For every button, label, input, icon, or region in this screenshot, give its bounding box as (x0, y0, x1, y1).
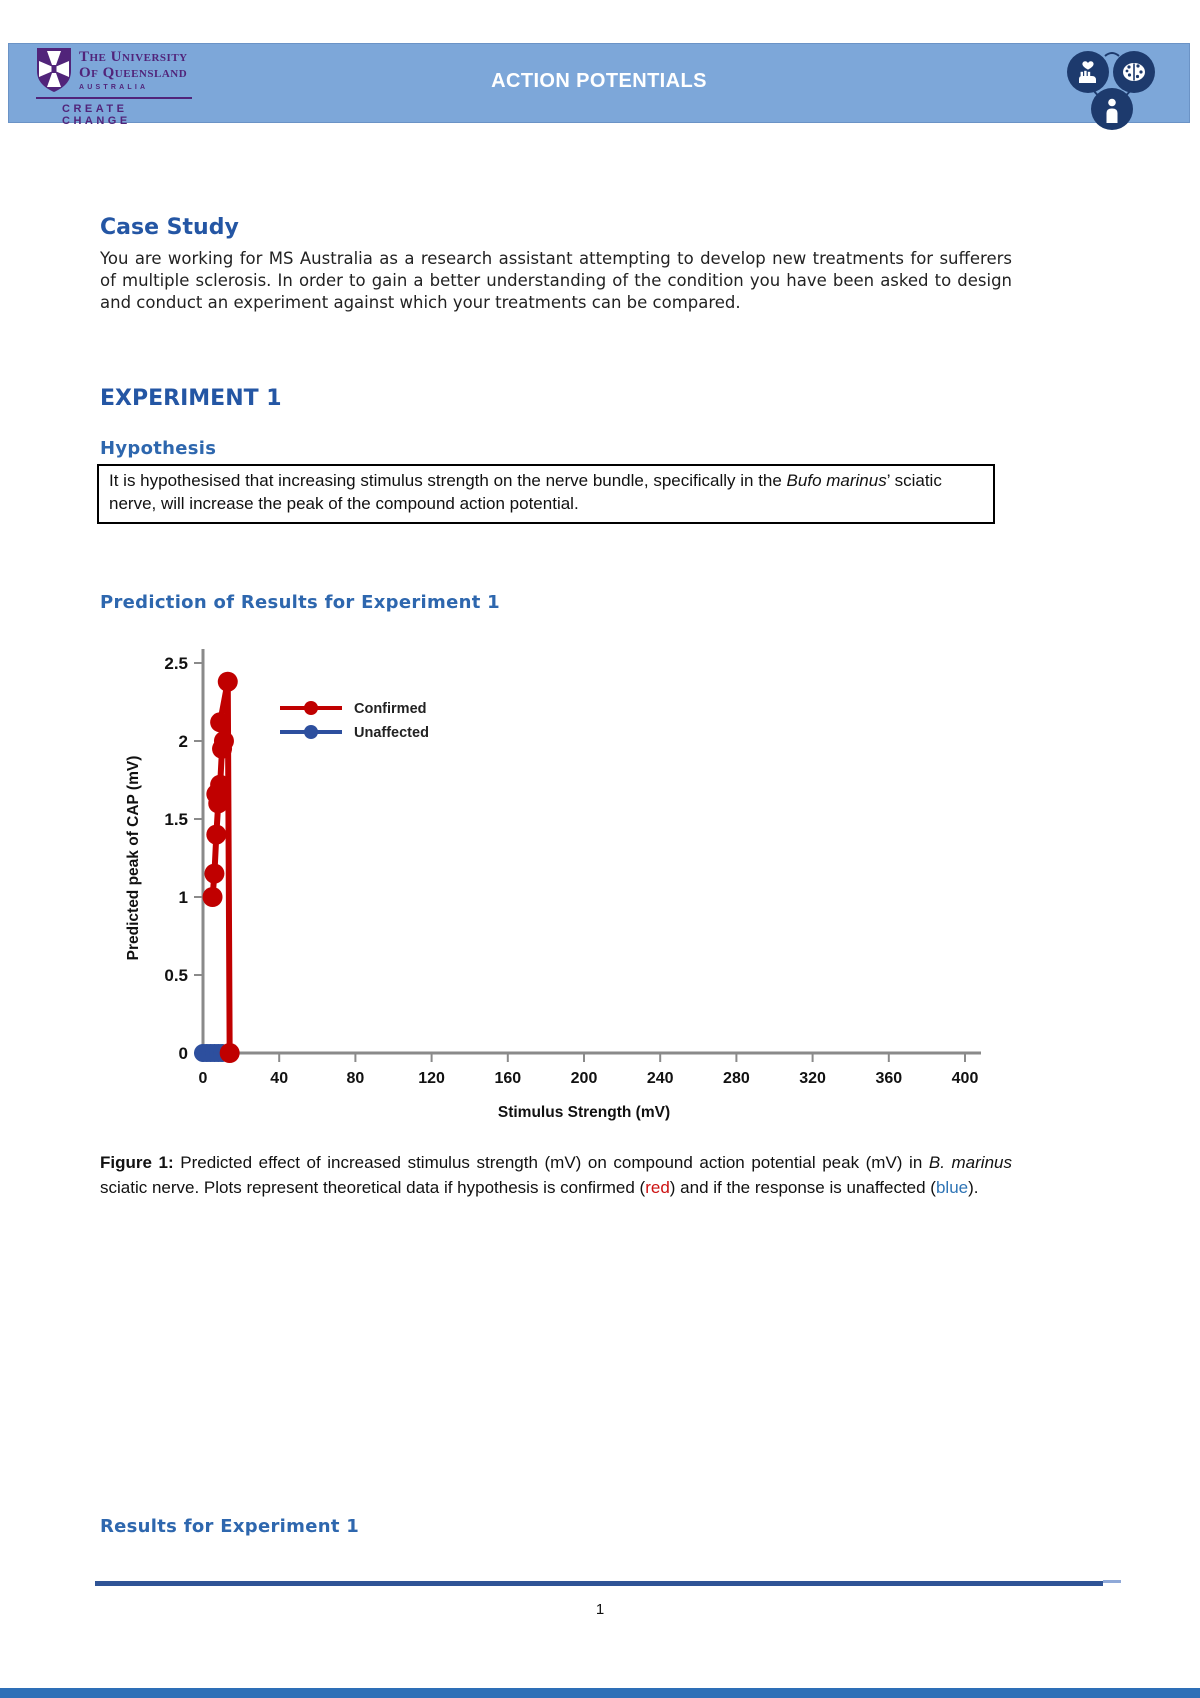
prediction-chart: 0 0.5 1 1.5 2 2.5 0 40 80 120 160 200 240 280 320 360 40… (125, 649, 981, 1121)
svg-text:2: 2 (179, 732, 188, 751)
svg-text:2.5: 2.5 (164, 654, 188, 673)
svg-text:240: 240 (647, 1070, 674, 1087)
svg-text:280: 280 (723, 1070, 750, 1087)
hypothesis-text-prefix: It is hypothesised that increasing stimu… (109, 471, 787, 490)
page-title: ACTION POTENTIALS (491, 70, 707, 92)
footer-rule-dark (95, 1581, 1103, 1586)
svg-text:200: 200 (571, 1070, 598, 1087)
svg-text:40: 40 (270, 1070, 288, 1087)
svg-text:320: 320 (799, 1070, 826, 1087)
svg-text:80: 80 (347, 1070, 365, 1087)
svg-text:Confirmed: Confirmed (354, 701, 427, 717)
svg-text:0.5: 0.5 (164, 966, 188, 985)
page-number: 1 (595, 1601, 605, 1618)
svg-text:1.5: 1.5 (164, 810, 188, 829)
figure-caption: Figure 1: Predicted effect of increased … (100, 1153, 1012, 1197)
svg-text:Unaffected: Unaffected (354, 725, 429, 741)
svg-text:0: 0 (199, 1070, 208, 1087)
brain-icon (1113, 51, 1155, 93)
svg-text:Predicted peak of CAP (mV): Predicted peak of CAP (mV) (125, 756, 142, 961)
uq-tagline: CREATE CHANGE (62, 103, 131, 127)
uq-shield-icon (37, 48, 71, 92)
hypothesis-text-suffix: ’ sciatic nerve, will increase the peak … (109, 471, 942, 513)
hypothesis-box: It is hypothesised that increasing stimu… (97, 464, 995, 524)
svg-text:Stimulus Strength (mV): Stimulus Strength (mV) (498, 1104, 670, 1121)
figure-label: Figure 1: (100, 1153, 174, 1172)
hypothesis-species: Bufo marinus (786, 471, 887, 490)
uq-country: AUSTRALIA (79, 84, 149, 91)
svg-text:1: 1 (179, 888, 188, 907)
red-word: red (645, 1178, 670, 1197)
uq-logo-rule (36, 97, 192, 99)
hypothesis-heading: Hypothesis (100, 438, 217, 459)
figure-species: B. marinus (928, 1153, 1012, 1172)
uq-name-line2: Of Queensland (79, 65, 188, 81)
person-icon (1091, 88, 1133, 130)
blue-word: blue (935, 1178, 969, 1197)
svg-text:400: 400 (952, 1070, 979, 1087)
experiment1-heading: EXPERIMENT 1 (100, 386, 282, 411)
results-heading: Results for Experiment 1 (100, 1516, 360, 1537)
hand-heart-icon (1067, 51, 1109, 93)
triad-logo (1067, 51, 1155, 130)
header-banner: The University Of Queensland AUSTRALIA C… (8, 43, 1190, 130)
svg-text:160: 160 (494, 1070, 521, 1087)
svg-text:360: 360 (875, 1070, 902, 1087)
case-study-paragraph: You are working for MS Australia as a re… (100, 249, 1012, 312)
uq-name-line1: The University (79, 49, 188, 65)
svg-text:0: 0 (179, 1044, 188, 1063)
footer-rule-light (1103, 1580, 1121, 1583)
prediction-heading: Prediction of Results for Experiment 1 (100, 592, 500, 613)
footer-rule (95, 1580, 1121, 1587)
case-study-heading: Case Study (100, 215, 239, 240)
uq-logo: The University Of Queensland AUSTRALIA C… (36, 47, 194, 127)
bottom-bar (0, 1688, 1200, 1698)
svg-text:120: 120 (418, 1070, 445, 1087)
